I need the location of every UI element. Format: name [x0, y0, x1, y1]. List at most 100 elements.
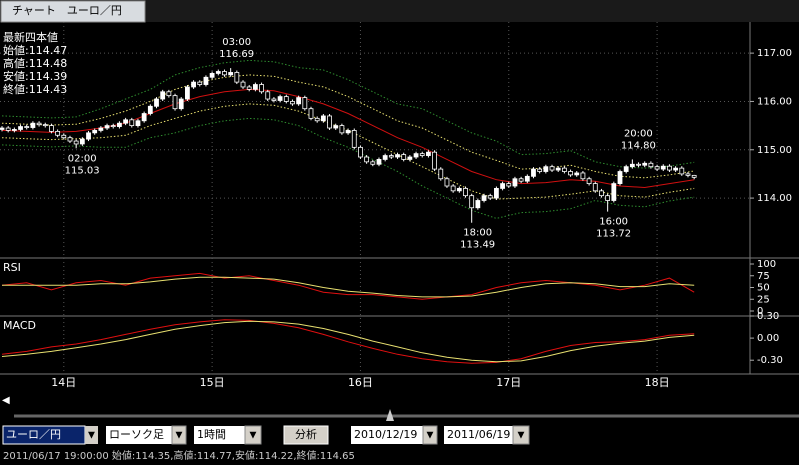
dropdown-button[interactable] [422, 425, 438, 445]
to-date[interactable] [444, 426, 513, 444]
candle-body [302, 97, 308, 110]
candle-body [456, 188, 462, 192]
indicator-line [1, 103, 695, 200]
scroll-left[interactable]: ◀ [2, 395, 10, 406]
dropdown-button[interactable] [171, 425, 187, 445]
candle-body [178, 98, 184, 110]
y-tick-label: 117.00 [757, 48, 792, 59]
indicator-line [1, 320, 695, 363]
y-tick-label: 0.30 [757, 311, 779, 322]
candle-body [228, 72, 234, 76]
candle-body [42, 124, 48, 127]
chart-type-select[interactable] [106, 426, 172, 444]
candle-body [351, 130, 357, 148]
candle-body [524, 175, 530, 182]
candle-body [432, 151, 438, 170]
candle-body [172, 95, 178, 110]
candle-body [345, 130, 351, 134]
candle-body [283, 96, 289, 102]
y-tick-label: 75 [757, 271, 770, 282]
candle-body [117, 122, 122, 127]
candle-body [49, 125, 54, 132]
scroll-thumb[interactable] [386, 409, 394, 421]
candle-body [246, 86, 252, 90]
x-tick-label: 18日 [645, 376, 670, 389]
candle-body [518, 178, 524, 182]
candle-body [296, 97, 302, 105]
candle-body [333, 125, 339, 129]
candle-body [327, 115, 332, 129]
candle-body [537, 168, 543, 172]
candle-body [240, 81, 246, 88]
candle-body [450, 185, 456, 192]
candle-body [209, 73, 215, 78]
candle-body [277, 96, 283, 101]
candle-body [599, 190, 604, 197]
indicator-line [2, 276, 695, 298]
x-tick-label: 14日 [51, 376, 76, 389]
candle-body [370, 161, 376, 165]
candle-body [61, 134, 67, 139]
candle-body [92, 130, 98, 134]
candle-body [5, 127, 11, 131]
analyze-label: 分析 [295, 427, 317, 441]
tab-label: チャート ユーロ／円 [12, 4, 122, 17]
tab[interactable] [0, 0, 146, 23]
y-tick-label: 116.00 [757, 96, 792, 107]
candle-body [215, 71, 221, 74]
tab-bar [0, 0, 799, 22]
candle-body [135, 120, 141, 127]
candle-body [0, 127, 5, 130]
candle-body [561, 167, 567, 172]
candle-body [642, 162, 648, 166]
annotation-price: 114.80 [621, 140, 656, 151]
dropdown-arrow: ▼ [88, 431, 95, 441]
candle-body [166, 91, 172, 97]
candle-body [197, 81, 203, 85]
dropdown-arrow: ▼ [518, 431, 525, 441]
candle-body [395, 154, 400, 158]
dropdown-button[interactable] [512, 425, 530, 445]
candle-body [500, 183, 505, 189]
from-date[interactable] [351, 426, 423, 444]
dropdown-arrow: ▼ [250, 431, 257, 441]
candle-body [320, 115, 326, 122]
candle-body [376, 159, 382, 165]
info-box: 最新四本値 始値:114.47 高値:114.48 安値:114.39 終値:1… [3, 30, 67, 96]
candle-body [55, 131, 61, 136]
chart-type-label: ローソク足 [109, 428, 164, 441]
dropdown-button[interactable] [85, 426, 98, 444]
candle-body [36, 122, 42, 126]
interval-label: 1時間 [197, 428, 226, 441]
candle-body [30, 122, 36, 128]
candle-body [110, 125, 116, 128]
dropdown-arrow: ▼ [176, 431, 183, 441]
candle-body [339, 125, 345, 134]
candle-body [506, 183, 512, 187]
candle-body [463, 188, 468, 197]
candle-body [438, 168, 444, 180]
candle-body [568, 171, 573, 176]
candle-body [308, 108, 314, 119]
candle-body [531, 168, 536, 177]
candle-body [580, 172, 586, 180]
annotation-price: 115.03 [65, 165, 100, 176]
annotation-price: 116.69 [219, 49, 254, 60]
candle-body [413, 153, 419, 158]
x-tick-label: 15日 [200, 376, 225, 389]
candle-body [382, 155, 388, 160]
candle-body [401, 154, 407, 160]
info-row: 安値:114.39 [3, 69, 67, 83]
candle-body [555, 167, 561, 171]
interval-select[interactable] [194, 426, 245, 444]
candle-body [481, 195, 487, 201]
info-row: 高値:114.48 [3, 56, 67, 70]
analyze-button[interactable] [283, 425, 329, 445]
annotation-time: 16:00 [599, 217, 628, 228]
panel-title: RSI [3, 261, 21, 274]
candle-body [574, 172, 580, 176]
candle-body [11, 129, 17, 131]
y-tick-label: 50 [757, 283, 770, 294]
dropdown-button[interactable] [244, 425, 262, 445]
